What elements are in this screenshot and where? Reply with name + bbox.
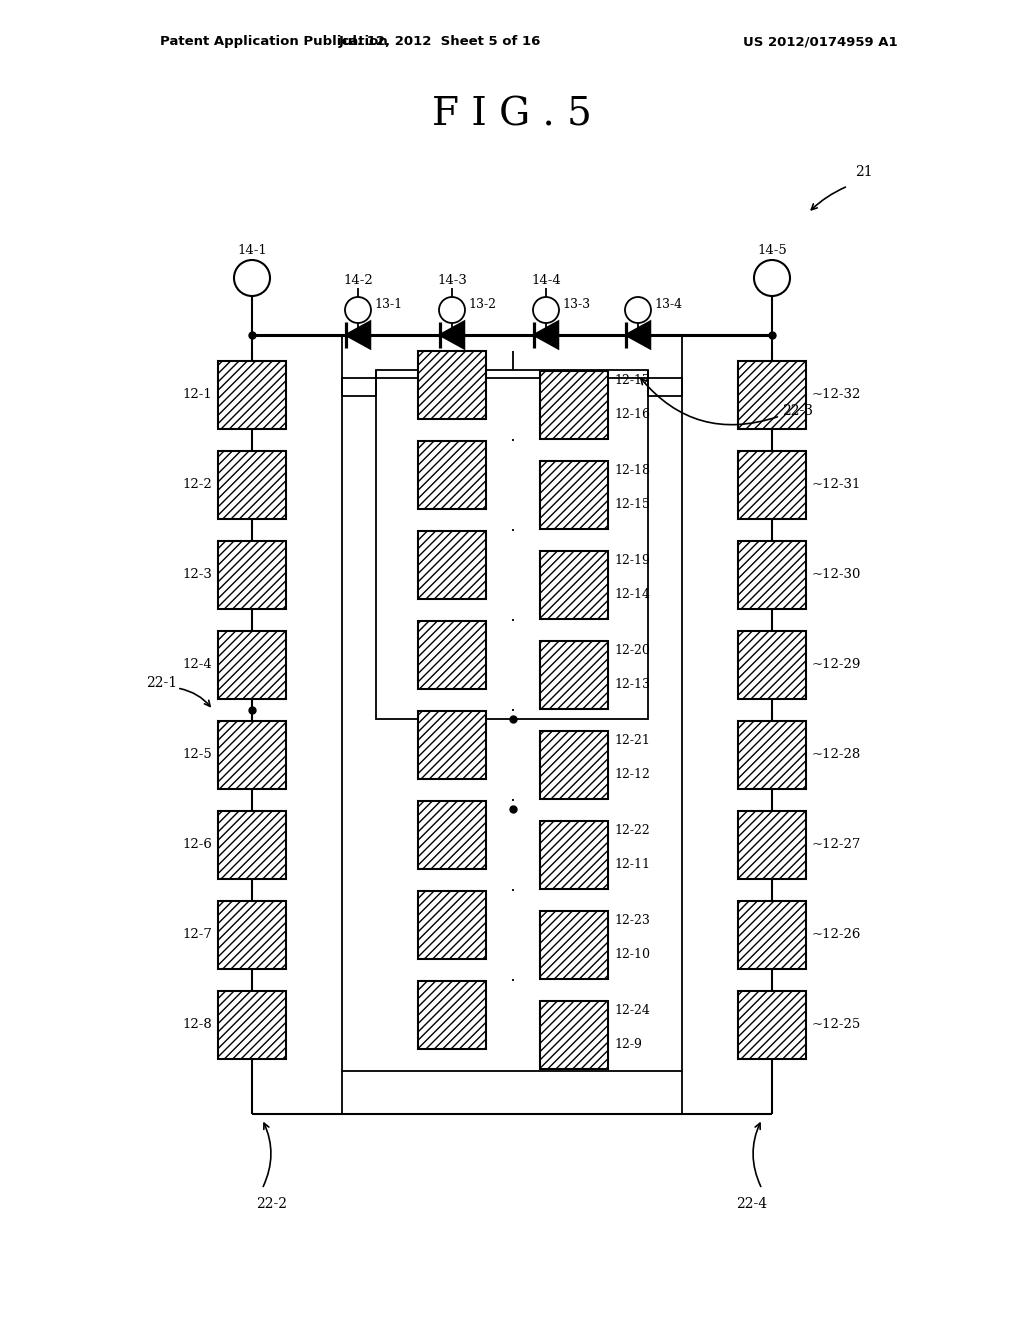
Text: 12-15: 12-15 (614, 499, 650, 511)
Text: ~12-25: ~12-25 (812, 1019, 861, 1031)
Bar (218, 631, 286, 700)
Text: Jul. 12, 2012  Sheet 5 of 16: Jul. 12, 2012 Sheet 5 of 16 (339, 36, 542, 49)
Text: 12-11: 12-11 (614, 858, 650, 871)
Text: ~12-30: ~12-30 (812, 569, 861, 582)
Text: 21: 21 (855, 165, 872, 180)
Bar (738, 541, 806, 609)
Bar (418, 711, 486, 779)
Bar (418, 531, 486, 599)
Text: 13-2: 13-2 (468, 298, 496, 312)
Text: 14-1: 14-1 (238, 243, 267, 256)
Bar (342, 378, 682, 1071)
Text: 12-18: 12-18 (614, 465, 650, 478)
Bar (540, 1001, 608, 1069)
Text: 14-3: 14-3 (437, 273, 467, 286)
Bar (540, 550, 608, 619)
Text: 13-1: 13-1 (374, 298, 402, 312)
Text: 12-21: 12-21 (614, 734, 650, 747)
Text: ~12-32: ~12-32 (812, 388, 861, 401)
Text: ~12-26: ~12-26 (812, 928, 861, 941)
Text: Patent Application Publication: Patent Application Publication (160, 36, 388, 49)
Text: ~12-28: ~12-28 (812, 748, 861, 762)
Bar (418, 891, 486, 960)
Bar (738, 721, 806, 789)
Text: 12-10: 12-10 (614, 949, 650, 961)
Text: 12-17: 12-17 (614, 375, 650, 388)
Text: 12-23: 12-23 (614, 915, 650, 928)
Bar (218, 991, 286, 1059)
Text: 22-3: 22-3 (782, 404, 813, 418)
Text: 12-4: 12-4 (182, 659, 212, 672)
Text: 14-4: 14-4 (531, 273, 561, 286)
Bar (418, 441, 486, 510)
Text: 12-20: 12-20 (614, 644, 650, 657)
Bar (738, 451, 806, 519)
Bar (218, 810, 286, 879)
Text: 14-2: 14-2 (343, 273, 373, 286)
Text: 14-5: 14-5 (757, 243, 786, 256)
Text: 12-9: 12-9 (614, 1039, 642, 1052)
Bar (418, 620, 486, 689)
Text: 12-2: 12-2 (182, 479, 212, 491)
Text: 12-19: 12-19 (614, 554, 650, 568)
Bar (738, 902, 806, 969)
Text: 12-3: 12-3 (182, 569, 212, 582)
Bar (540, 642, 608, 709)
Text: 22-2: 22-2 (256, 1197, 288, 1210)
Bar (418, 801, 486, 869)
Text: 12-14: 12-14 (614, 589, 650, 602)
Text: 12-16: 12-16 (614, 408, 650, 421)
Bar (376, 370, 648, 719)
Bar (218, 721, 286, 789)
Polygon shape (346, 322, 370, 348)
Bar (540, 371, 608, 440)
Text: ~12-31: ~12-31 (812, 479, 861, 491)
Bar (218, 451, 286, 519)
Text: 13-4: 13-4 (654, 298, 682, 312)
Bar (218, 360, 286, 429)
Text: 12-5: 12-5 (182, 748, 212, 762)
Text: 12-22: 12-22 (614, 825, 650, 837)
Text: 12-6: 12-6 (182, 838, 212, 851)
Text: US 2012/0174959 A1: US 2012/0174959 A1 (742, 36, 897, 49)
Text: 12-7: 12-7 (182, 928, 212, 941)
Bar (540, 461, 608, 529)
Bar (418, 351, 486, 418)
Text: 12-24: 12-24 (614, 1005, 650, 1018)
Text: 13-3: 13-3 (562, 298, 590, 312)
Text: 12-12: 12-12 (614, 768, 650, 781)
Bar (540, 911, 608, 979)
Text: ~12-27: ~12-27 (812, 838, 861, 851)
Text: 12-1: 12-1 (182, 388, 212, 401)
Bar (738, 991, 806, 1059)
Text: F I G . 5: F I G . 5 (432, 96, 592, 133)
Text: 12-8: 12-8 (182, 1019, 212, 1031)
Bar (418, 981, 486, 1049)
Bar (218, 902, 286, 969)
Text: 12-13: 12-13 (614, 678, 650, 692)
Bar (738, 810, 806, 879)
Polygon shape (626, 322, 650, 348)
Bar (540, 821, 608, 888)
Bar (738, 360, 806, 429)
Text: ~12-29: ~12-29 (812, 659, 861, 672)
Bar (218, 541, 286, 609)
Bar (540, 731, 608, 799)
Bar (738, 631, 806, 700)
Text: 22-1: 22-1 (146, 676, 177, 690)
Polygon shape (440, 322, 464, 348)
Polygon shape (534, 322, 558, 348)
Text: 22-4: 22-4 (736, 1197, 768, 1210)
